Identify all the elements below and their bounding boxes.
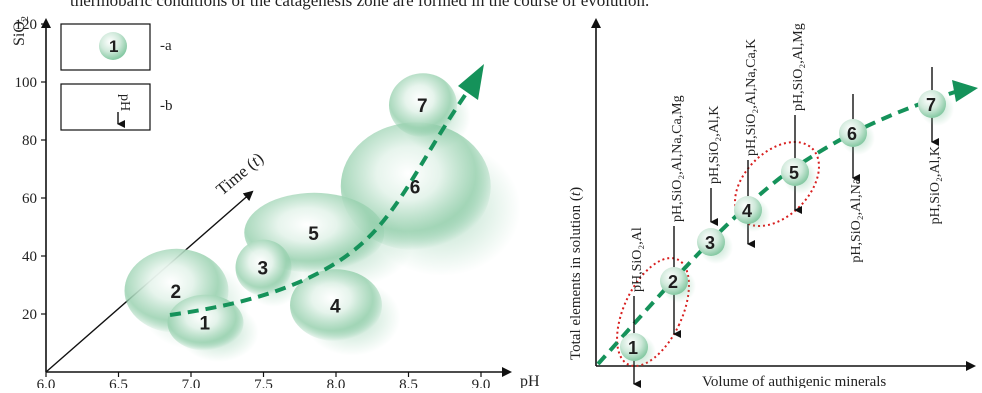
point-bubble-2 — [660, 267, 688, 295]
point-number-1: 1 — [628, 338, 638, 358]
point-bubble-1 — [620, 333, 648, 361]
right-points: 1 pH,SiO₂,Al 2 pH,SiO₂,Al,Na,Ca,Mg 3 pH,SiO₂,… — [620, 23, 954, 388]
x-tick-label-1: 6.5 — [109, 377, 128, 388]
right-trend-arrowhead — [952, 80, 978, 102]
field-label-7: 7 — [417, 96, 428, 117]
x-tick-label-6: 9.0 — [472, 377, 491, 388]
point-number-2: 2 — [668, 272, 678, 292]
y-tick-label-5: 120 — [15, 17, 38, 33]
point-label-3: pH,SiO₂,Al,K — [707, 106, 722, 184]
caption-top: thermobaric conditions of the catagenesi… — [70, 0, 649, 10]
legend-b-label: -b — [160, 98, 173, 114]
x-tick-label-0: 6.0 — [37, 377, 56, 388]
point-number-3: 3 — [705, 233, 715, 253]
legend-a-bubble — [99, 32, 127, 60]
right-y-axis-label: Total elements in solution (t) — [568, 187, 584, 360]
x-tick-label-3: 7.5 — [254, 377, 273, 388]
time-axis-label: Time (t) — [212, 149, 267, 199]
group-circle-4-5 — [734, 141, 820, 227]
field-label-4: 4 — [330, 296, 341, 317]
point-label-2: pH,SiO₂,Al,Na,Ca,Mg — [670, 95, 685, 222]
left-fields: 6 2 4 5 1 3 7 — [124, 73, 521, 362]
right-x-axis-label: Volume of authigenic minerals — [702, 374, 886, 388]
point-bubble-7 — [918, 90, 946, 118]
field-bubble-3 — [235, 239, 292, 296]
field-label-2: 2 — [171, 282, 182, 303]
left-trend-arrow — [169, 86, 472, 317]
point-label-6: pH,SiO₂,Al,Na — [849, 177, 864, 262]
field-label-3: 3 — [258, 259, 269, 280]
legend-a-label: -a — [160, 38, 172, 54]
point-number-6: 6 — [847, 124, 857, 144]
y-tick-label-2: 60 — [22, 191, 37, 207]
x-tick-label-5: 8.5 — [399, 377, 418, 388]
point-label-4: pH,SiO₂,Al,Na,Ca,K — [744, 39, 759, 156]
point-bubble-6 — [839, 119, 867, 147]
point-number-7: 7 — [926, 95, 936, 115]
legend-a-number: 1 — [109, 37, 118, 56]
field-label-1: 1 — [200, 314, 211, 335]
field-bubble-4 — [290, 269, 382, 342]
y-tick-label-4: 100 — [15, 75, 38, 91]
x-tick-label-2: 7.0 — [182, 377, 201, 388]
field-label-6: 6 — [410, 177, 421, 198]
point-bubble-3 — [697, 228, 725, 256]
field-label-5: 5 — [308, 224, 319, 245]
right-panel: Total elements in solution (t) Volume of… — [568, 18, 978, 390]
y-tick-label-3: 80 — [22, 133, 37, 149]
right-trend-arrow — [596, 90, 956, 366]
y-tick-label-0: 20 — [22, 307, 37, 323]
left-y-axis-label: SiO2 — [11, 16, 31, 46]
point-number-4: 4 — [742, 201, 752, 221]
legend-box-b — [60, 83, 151, 131]
point-label-1: pH,SiO₂,Al — [630, 227, 645, 292]
legend-b-text: pH — [117, 94, 132, 111]
field-bubble-1 — [167, 294, 244, 351]
y-tick-label-1: 40 — [22, 249, 37, 265]
left-trend-arrowhead — [458, 64, 484, 100]
point-bubble-5 — [781, 158, 809, 186]
point-label-5: pH,SiO₂,Al,Mg — [791, 23, 806, 111]
point-bubble-4 — [734, 196, 762, 224]
left-panel: Time (t) SiO2 pH 6.0 6.5 7.0 7.5 8.0 8.5 9.0 20… — [11, 16, 540, 393]
field-bubble-7 — [389, 73, 457, 138]
point-number-5: 5 — [789, 163, 799, 183]
left-x-axis-label: pH — [520, 373, 540, 388]
point-label-7: pH,SiO₂,Al,K — [928, 146, 943, 224]
x-tick-label-4: 8.0 — [327, 377, 346, 388]
